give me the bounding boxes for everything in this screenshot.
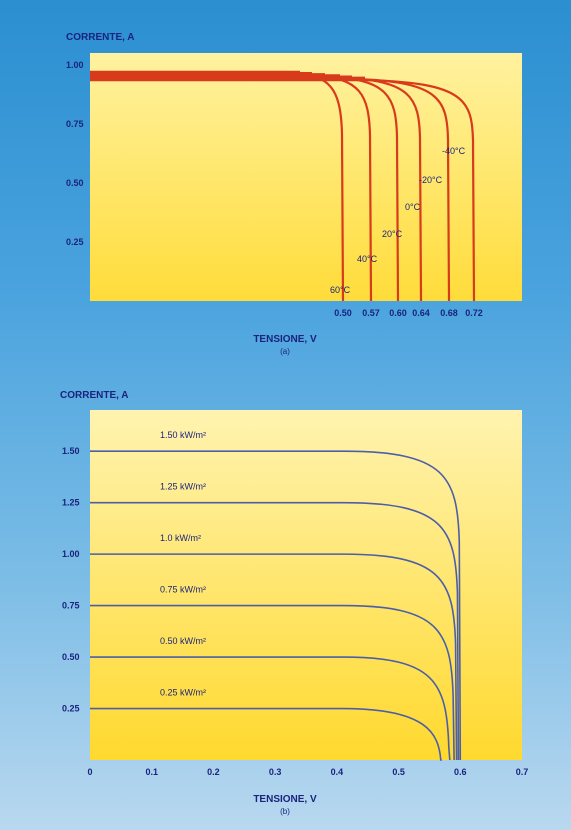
chart-b-series-label: 1.0 kW/m² xyxy=(160,533,201,543)
chart-a-xtick: 0.72 xyxy=(465,308,483,318)
chart-a-series-label: 40°C xyxy=(357,254,378,264)
chart-b-series-label: 0.25 kW/m² xyxy=(160,688,206,698)
chart-b-ytick: 1.25 xyxy=(62,498,80,508)
chart-b-ytick: 1.50 xyxy=(62,446,80,456)
chart-a-plot-area xyxy=(90,53,522,301)
chart-b-ylabel: CORRENTE, A xyxy=(60,390,129,401)
chart-b-series-line xyxy=(90,553,458,761)
chart-a-xtick: 0.64 xyxy=(412,308,430,318)
chart-a-series-label: -40°C xyxy=(442,146,466,156)
chart-b-series-label: 1.50 kW/m² xyxy=(160,430,206,440)
chart-b-xtick: 0.5 xyxy=(392,767,405,777)
chart-a: CORRENTE, A 0.25 0.50 0.75 1.00 60°C 40°C 20°… xyxy=(66,32,522,356)
chart-a-xtick: 0.68 xyxy=(440,308,458,318)
chart-b-series-line xyxy=(90,707,442,761)
chart-b-series-line xyxy=(90,604,455,761)
chart-b: CORRENTE, A 0.25 0.50 0.75 1.00 1.25 1.50 0 0.… xyxy=(60,390,528,816)
chart-b-xtick: 0.1 xyxy=(145,767,158,777)
chart-a-xtick: 0.50 xyxy=(334,308,352,318)
chart-b-series-line xyxy=(90,501,460,761)
chart-b-series-label: 1.25 kW/m² xyxy=(160,482,206,492)
chart-b-series-line xyxy=(90,450,462,761)
chart-a-xlabel: TENSIONE, V xyxy=(253,334,317,345)
chart-b-plot-area xyxy=(90,410,522,760)
chart-b-xtick: 0.3 xyxy=(269,767,282,777)
chart-a-xtick: 0.57 xyxy=(362,308,380,318)
chart-b-ytick: 1.00 xyxy=(62,549,80,559)
chart-b-series-label: 0.50 kW/m² xyxy=(160,636,206,646)
chart-a-series-line xyxy=(90,79,476,302)
chart-b-series-label: 0.75 kW/m² xyxy=(160,585,206,595)
chart-b-series-line xyxy=(90,656,451,761)
chart-a-series-label: 0°C xyxy=(405,202,421,212)
chart-a-series-label: -20°C xyxy=(419,175,443,185)
chart-b-xtick: 0.6 xyxy=(454,767,467,777)
chart-a-ytick: 1.00 xyxy=(66,60,84,70)
chart-b-xtick: 0 xyxy=(87,767,92,777)
chart-b-xtick: 0.2 xyxy=(207,767,220,777)
chart-b-ytick: 0.25 xyxy=(62,704,80,714)
chart-b-xtick: 0.7 xyxy=(516,767,529,777)
chart-a-ytick: 0.50 xyxy=(66,178,84,188)
chart-a-caption: (a) xyxy=(280,347,290,356)
chart-a-series-label: 60°C xyxy=(330,285,351,295)
chart-a-ylabel: CORRENTE, A xyxy=(66,32,135,43)
chart-b-xtick: 0.4 xyxy=(331,767,344,777)
chart-b-ytick: 0.75 xyxy=(62,601,80,611)
chart-b-ytick: 0.50 xyxy=(62,652,80,662)
chart-a-ytick: 0.25 xyxy=(66,237,84,247)
chart-b-xlabel: TENSIONE, V xyxy=(253,794,317,805)
chart-b-caption: (b) xyxy=(280,807,290,816)
chart-a-ytick: 0.75 xyxy=(66,119,84,129)
chart-a-xtick: 0.60 xyxy=(389,308,407,318)
chart-a-series-label: 20°C xyxy=(382,229,403,239)
